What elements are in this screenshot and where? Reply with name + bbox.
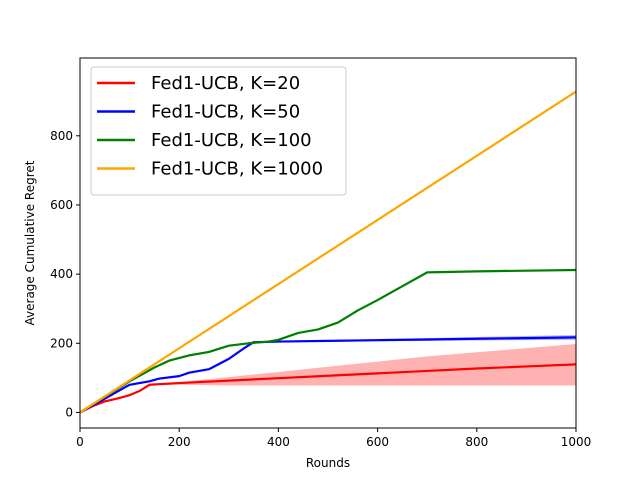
y-tick-label-4: 800: [50, 129, 73, 143]
x-axis-label: Rounds: [306, 456, 350, 470]
x-tick-label-4: 800: [465, 435, 488, 449]
y-axis-label: Average Cumulative Regret: [23, 160, 37, 325]
series-line-0: [80, 363, 576, 414]
legend-label-2: Fed1-UCB, K=100: [151, 130, 312, 151]
series-line-3: [80, 90, 576, 414]
y-tick-label-2: 400: [50, 267, 73, 281]
plot-area: [80, 90, 576, 414]
x-tick-label-0: 0: [76, 435, 84, 449]
series-line-1: [80, 336, 576, 414]
axes-frame: [79, 57, 577, 429]
legend-label-0: Fed1-UCB, K=20: [151, 73, 300, 94]
x-tick-label-1: 200: [168, 435, 191, 449]
y-tick-label-1: 200: [50, 336, 73, 350]
legend-frame: [90, 66, 347, 196]
x-tick-label-5: 1000: [561, 435, 592, 449]
x-tick-label-2: 400: [267, 435, 290, 449]
x-tick-label-3: 600: [366, 435, 389, 449]
legend-label-1: Fed1-UCB, K=50: [151, 102, 300, 123]
legend-label-3: Fed1-UCB, K=1000: [151, 159, 323, 180]
series-line-2: [80, 268, 576, 414]
y-tick-label-3: 600: [50, 198, 73, 212]
legend: Fed1-UCB, K=20 Fed1-UCB, K=50 Fed1-UCB, K=…: [90, 66, 347, 196]
ticks: 0 200 400 600 800 1000 0 200 400 600 800: [50, 129, 591, 449]
series-band-0: [80, 343, 576, 413]
y-tick-label-0: 0: [65, 405, 73, 419]
